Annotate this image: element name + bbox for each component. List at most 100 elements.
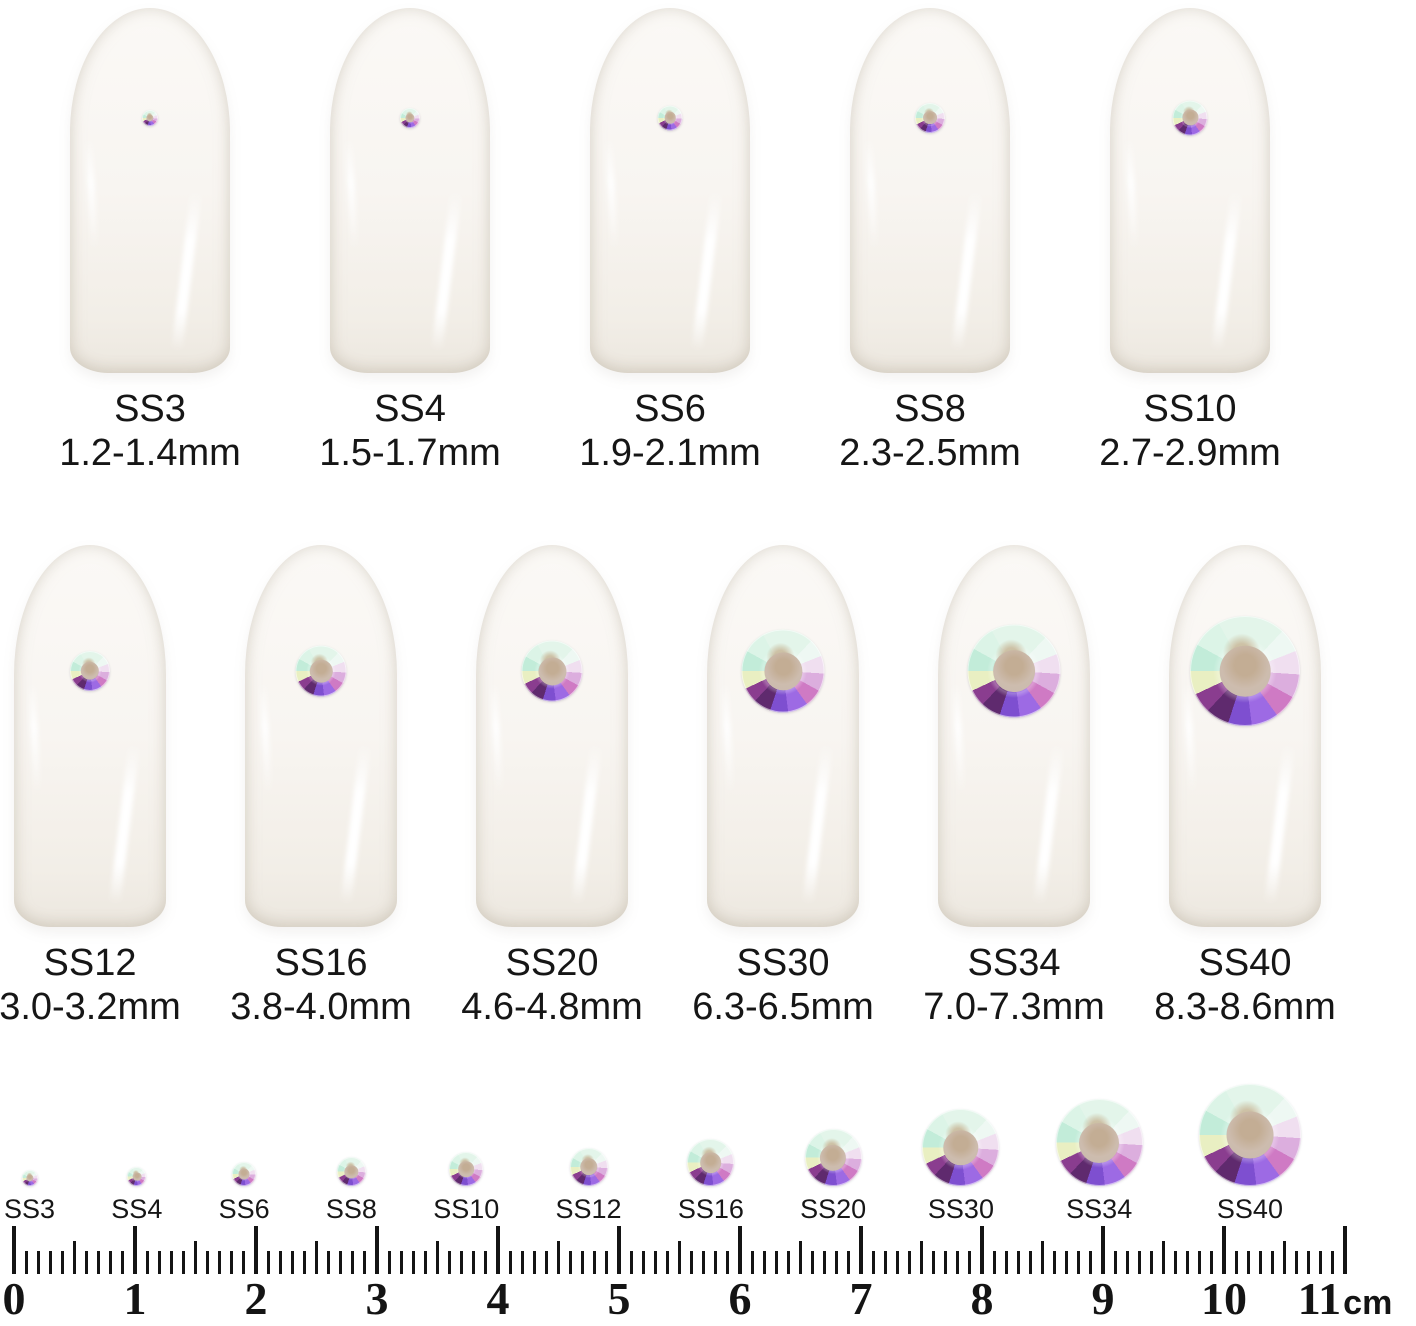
ruler-tick: [448, 1251, 452, 1274]
ruler-tick: [496, 1226, 500, 1274]
ruler-tick: [920, 1241, 923, 1274]
ruler-tick: [1174, 1251, 1178, 1274]
size-code: SS4: [374, 388, 446, 430]
ruler-tick: [980, 1226, 984, 1274]
nail-sample-ss6: SS6 1.9-2.1mm: [579, 8, 761, 475]
ruler-tick: [1162, 1241, 1165, 1274]
nail-sample-ss40: SS40 8.3-8.6mm: [1154, 545, 1336, 1029]
ruler-tick: [750, 1251, 754, 1274]
size-label: SS4 1.5-1.7mm: [319, 387, 501, 475]
rhinestone-icon: [1198, 1084, 1301, 1186]
rhinestone-icon: [922, 1109, 1000, 1186]
size-range-mm: 1.9-2.1mm: [579, 432, 761, 474]
ruler-tick: [121, 1251, 125, 1274]
rhinestone-icon: [521, 640, 583, 702]
ruler-tick: [290, 1251, 294, 1274]
ruler-tick: [145, 1251, 149, 1274]
ruler-tick: [1016, 1251, 1020, 1274]
ruler-number: 4: [487, 1276, 510, 1322]
ruler-tick: [472, 1251, 476, 1274]
nail-tip: [938, 545, 1090, 927]
rhinestone-icon: [70, 651, 110, 692]
ruler-tick: [97, 1251, 101, 1274]
ruler-tick: [411, 1251, 415, 1274]
size-range-mm: 7.0-7.3mm: [923, 986, 1105, 1028]
ruler-tick: [157, 1251, 161, 1274]
ruler-tick: [85, 1251, 89, 1274]
ruler-tick: [1053, 1251, 1057, 1274]
ruler-tick: [36, 1251, 40, 1274]
ruler-tick: [786, 1251, 790, 1274]
ruler-tick: [1222, 1226, 1226, 1274]
rhinestone-icon: [295, 645, 347, 697]
ruler: 0 1 2 3 4 5 6 7 8 9 10 11cm: [0, 1226, 1416, 1322]
ruler-number-value: 2: [244, 1273, 268, 1324]
ruler-number-value: 5: [607, 1273, 631, 1324]
size-code: SS20: [800, 1194, 867, 1224]
nail-sample-ss12: SS12 3.0-3.2mm: [0, 545, 181, 1029]
rhinestone-icon: [657, 105, 683, 130]
nail-tip: [590, 8, 750, 373]
nail-tip: [1110, 8, 1270, 373]
ruler-number-value: 9: [1091, 1273, 1115, 1324]
rhinestone-icon: [1172, 100, 1208, 135]
rhinestone-icon: [804, 1129, 862, 1186]
ruler-tick: [702, 1251, 706, 1274]
size-label: SS8 2.3-2.5mm: [839, 387, 1021, 475]
actual-size-ss40: SS40: [1198, 1084, 1301, 1224]
ruler-tick: [315, 1241, 318, 1274]
ruler-number: 6: [729, 1276, 752, 1322]
ruler-tick: [375, 1226, 379, 1274]
actual-size-ss4: SS4: [111, 1167, 162, 1224]
size-code: SS10: [433, 1194, 500, 1224]
ruler-tick: [581, 1251, 585, 1274]
ruler-tick: [932, 1251, 936, 1274]
ruler-tick: [1295, 1251, 1299, 1274]
size-code: SS8: [325, 1194, 377, 1224]
rhinestone-icon: [336, 1157, 366, 1186]
size-code: SS40: [1198, 942, 1292, 984]
ruler-number: 11cm: [1298, 1276, 1393, 1326]
ruler-tick: [1258, 1251, 1262, 1274]
size-range-mm: 2.3-2.5mm: [839, 432, 1021, 474]
size-label: SS12 3.0-3.2mm: [0, 941, 181, 1029]
ruler-tick: [956, 1251, 960, 1274]
ruler-tick: [1004, 1251, 1008, 1274]
ruler-tick: [327, 1251, 331, 1274]
actual-size-ss30: SS30: [922, 1109, 1000, 1224]
ruler-tick: [1283, 1241, 1286, 1274]
rhinestone-icon: [21, 1170, 38, 1186]
ruler-number-value: 1: [123, 1273, 147, 1324]
ruler-tick: [181, 1251, 185, 1274]
size-range-mm: 4.6-4.8mm: [461, 986, 643, 1028]
ruler-tick: [508, 1251, 512, 1274]
ruler-tick: [1210, 1251, 1214, 1274]
ruler-tick: [278, 1251, 282, 1274]
size-code: SS40: [1216, 1194, 1283, 1224]
nail-sample-ss34: SS34 7.0-7.3mm: [923, 545, 1105, 1029]
nail-row-small-sizes: SS3 1.2-1.4mm SS4 1.5-1.7mm SS6 1.9-2.1m…: [0, 0, 1416, 475]
ruler-number-value: 7: [849, 1273, 873, 1324]
ruler-tick: [48, 1251, 52, 1274]
ruler-tick: [1186, 1251, 1190, 1274]
nail-sample-ss20: SS20 4.6-4.8mm: [461, 545, 643, 1029]
nail-tip: [850, 8, 1010, 373]
ruler-tick: [194, 1241, 197, 1274]
ruler-tick: [738, 1226, 742, 1274]
rhinestone-icon: [687, 1139, 735, 1186]
ruler-tick: [484, 1251, 488, 1274]
actual-size-strip: SS3 SS4 SS6 SS8 SS10 SS12 SS16 SS20 SS30…: [0, 1077, 1416, 1224]
ruler-tick: [799, 1241, 802, 1274]
size-code: SS12: [555, 1194, 622, 1224]
ruler-tick: [12, 1226, 16, 1274]
ruler-tick: [665, 1251, 669, 1274]
ruler-number: 7: [850, 1276, 873, 1322]
ruler-number-value: 8: [970, 1273, 994, 1324]
ruler-number: 10: [1201, 1276, 1247, 1322]
ruler-tick: [714, 1251, 718, 1274]
ruler-number-value: 3: [365, 1273, 389, 1324]
ruler-tick: [871, 1251, 875, 1274]
ruler-tick: [133, 1226, 137, 1274]
ruler-tick: [206, 1251, 210, 1274]
